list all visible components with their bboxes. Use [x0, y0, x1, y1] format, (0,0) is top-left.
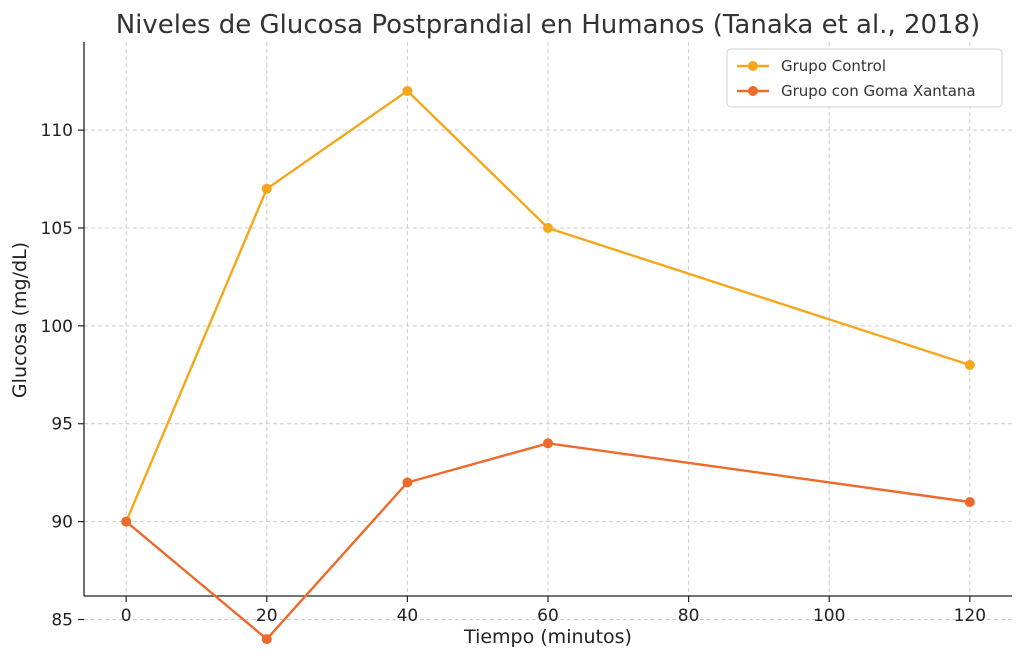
y-tick-label: 90: [51, 513, 73, 533]
legend-label: Grupo con Goma Xantana: [781, 82, 976, 100]
data-point: [964, 497, 975, 508]
data-point: [402, 85, 413, 96]
y-tick-label: 85: [51, 610, 73, 630]
legend-label: Grupo Control: [781, 57, 886, 75]
x-tick-label: 120: [954, 606, 986, 626]
data-point: [402, 477, 413, 488]
series-layer: [121, 85, 975, 645]
y-tick-label: 95: [51, 415, 73, 435]
legend-marker: [748, 86, 758, 96]
x-tick-label: 20: [256, 606, 278, 626]
y-tick-label: 110: [41, 121, 73, 141]
legend-entries: Grupo Control Grupo con Goma Xantana: [737, 57, 976, 100]
x-tick-label: 60: [537, 606, 559, 626]
x-tick-label: 100: [813, 606, 845, 626]
y-tick-label: 105: [41, 219, 73, 239]
data-point: [261, 183, 272, 194]
y-tick-label: 100: [41, 317, 73, 337]
chart-title: Niveles de Glucosa Postprandial en Human…: [116, 10, 981, 40]
data-point: [964, 360, 975, 371]
x-tick-label: 0: [121, 606, 132, 626]
x-tick-label: 40: [397, 606, 419, 626]
legend-marker: [748, 61, 758, 71]
axis-ticks: 0 20 40 60 80 100 120 85 90 95 100 105 110: [41, 121, 986, 630]
legend-entry: Grupo con Goma Xantana: [737, 82, 976, 100]
data-point: [121, 516, 132, 527]
x-tick-label: 80: [678, 606, 700, 626]
data-point: [261, 634, 272, 645]
legend: Grupo Control Grupo con Goma Xantana: [726, 48, 1003, 108]
legend-entry: Grupo Control: [737, 57, 886, 75]
x-axis-label: Tiempo (minutos): [463, 626, 632, 648]
series-2: [121, 438, 975, 645]
y-axis-label: Glucosa (mg/dL): [9, 242, 31, 398]
grid: [84, 42, 1012, 620]
data-point: [543, 438, 553, 449]
data-point: [543, 222, 553, 233]
legend-box: [726, 48, 1003, 108]
